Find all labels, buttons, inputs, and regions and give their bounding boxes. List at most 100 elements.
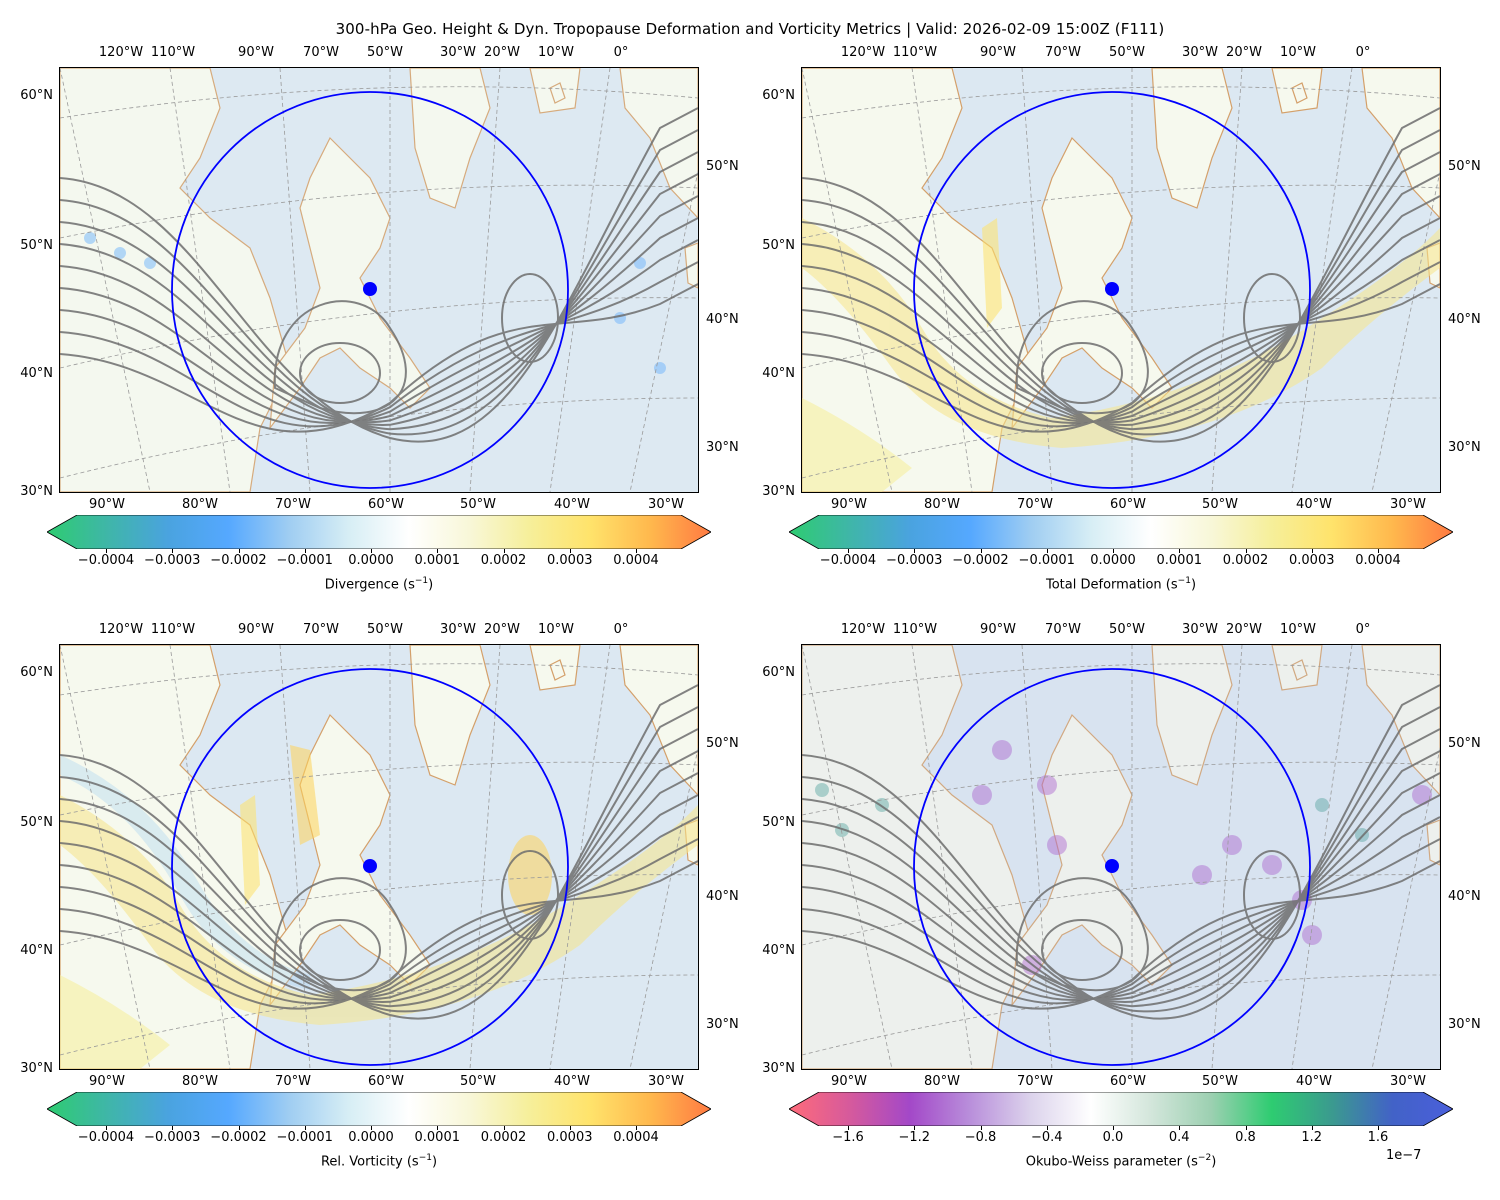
bottom-lon-label: 90°W <box>89 497 125 512</box>
right-lat-label: 50°N <box>1448 736 1481 751</box>
colorbar-tick-label: −0.0002 <box>210 1130 267 1145</box>
map-okubo-weiss[interactable] <box>801 644 1441 1070</box>
left-lat-label: 50°N <box>762 238 795 253</box>
right-lat-label: 30°N <box>1448 1017 1481 1032</box>
colorbar-okubo-weiss <box>788 1091 1454 1130</box>
left-lat-label: 40°N <box>762 366 795 381</box>
left-lat-label: 60°N <box>20 665 53 680</box>
colorbar-tick-label: −0.0002 <box>952 553 1009 568</box>
colorbar-tick-label: −0.4 <box>1030 1130 1063 1145</box>
right-lat-label: 30°N <box>706 440 739 455</box>
bottom-lon-label: 90°W <box>89 1074 125 1089</box>
bottom-lon-label: 60°W <box>1110 1074 1146 1089</box>
top-lon-label: 110°W <box>150 45 196 60</box>
colorbar-tick-label: 0.0004 <box>1355 553 1401 568</box>
colorbar-exponent: 1e−7 <box>1386 1148 1422 1163</box>
top-lon-label: 70°W <box>303 622 339 637</box>
left-lat-label: 60°N <box>20 88 53 103</box>
left-lat-label: 60°N <box>762 665 795 680</box>
colorbar-tick-label: −0.8 <box>964 1130 997 1145</box>
top-lon-label: 20°W <box>1226 45 1262 60</box>
bottom-lon-label: 80°W <box>924 1074 960 1089</box>
colorbar-tick-label: 0.0000 <box>1090 553 1136 568</box>
colorbar-tick-label: −1.2 <box>898 1130 931 1145</box>
center-marker <box>363 282 377 296</box>
top-lon-label: 50°W <box>367 45 403 60</box>
top-lon-label: 90°W <box>980 622 1016 637</box>
bottom-lon-label: 50°W <box>1202 497 1238 512</box>
colorbar-deformation <box>788 514 1454 553</box>
bottom-lon-label: 70°W <box>1017 497 1053 512</box>
top-lon-label: 90°W <box>238 622 274 637</box>
colorbar-tick-label: 0.0001 <box>414 1130 461 1145</box>
top-lon-label: 10°W <box>1280 45 1316 60</box>
top-lon-label: 50°W <box>1109 622 1145 637</box>
top-lon-label: 30°W <box>1182 622 1218 637</box>
colorbar-tick-label: −0.0001 <box>276 1130 333 1145</box>
land-0 <box>802 645 1033 1069</box>
top-lon-label: 110°W <box>892 45 938 60</box>
bottom-lon-label: 40°W <box>554 497 590 512</box>
left-lat-label: 40°N <box>762 943 795 958</box>
colorbar-tick-label: −0.0004 <box>819 553 877 568</box>
bottom-lon-label: 30°W <box>1390 497 1426 512</box>
left-lat-label: 30°N <box>20 1061 53 1076</box>
center-marker <box>1105 282 1119 296</box>
top-lon-label: 10°W <box>1280 622 1316 637</box>
map-divergence[interactable] <box>59 67 699 493</box>
top-lon-label: 110°W <box>150 622 196 637</box>
colorbar-tick-label: 0.0003 <box>547 1130 593 1145</box>
top-lon-label: 50°W <box>367 622 403 637</box>
colorbar-divergence <box>46 514 712 553</box>
bottom-lon-label: 70°W <box>275 1074 311 1089</box>
top-lon-label: 20°W <box>484 45 520 60</box>
land-2 <box>1151 68 1233 209</box>
bottom-lon-label: 60°W <box>1110 497 1146 512</box>
left-lat-label: 50°N <box>20 815 53 830</box>
left-lat-label: 60°N <box>762 88 795 103</box>
land-5 <box>549 82 566 104</box>
bottom-lon-label: 80°W <box>182 1074 218 1089</box>
left-lat-label: 50°N <box>762 815 795 830</box>
right-lat-label: 40°N <box>706 889 739 904</box>
bottom-lon-label: 90°W <box>831 497 867 512</box>
bottom-lon-label: 60°W <box>368 1074 404 1089</box>
right-lat-label: 50°N <box>706 159 739 174</box>
bottom-lon-label: 80°W <box>924 497 960 512</box>
map-vorticity[interactable] <box>59 644 699 1070</box>
center-marker <box>363 859 377 873</box>
colorbar-tick-label: −0.0003 <box>144 553 201 568</box>
colorbar-tick-label: 0.0 <box>1102 1130 1124 1145</box>
land-2 <box>409 68 491 209</box>
top-lon-label: 0° <box>613 622 629 637</box>
colorbar-tick-label: 0.0003 <box>1289 553 1335 568</box>
top-lon-label: 30°W <box>1182 45 1218 60</box>
top-lon-label: 70°W <box>1045 622 1081 637</box>
colorbar-vorticity <box>46 1091 712 1130</box>
bottom-lon-label: 40°W <box>1296 1074 1332 1089</box>
land-5 <box>1291 659 1308 681</box>
colorbar-tick-label: 0.0002 <box>1222 553 1269 568</box>
colorbar-tick-label: 0.8 <box>1235 1130 1256 1145</box>
top-lon-label: 10°W <box>538 622 574 637</box>
top-lon-label: 30°W <box>440 622 476 637</box>
colorbar-label-okubo-weiss: Okubo-Weiss parameter (s−2) <box>1025 1153 1217 1170</box>
map-deformation[interactable] <box>801 67 1441 493</box>
left-lat-label: 30°N <box>20 484 53 499</box>
analysis-circle <box>913 91 1311 489</box>
colorbar-tick-label: 1.6 <box>1367 1130 1389 1145</box>
top-lon-label: 30°W <box>440 45 476 60</box>
colorbar-tick-label: 0.0004 <box>613 1130 659 1145</box>
top-lon-label: 70°W <box>1045 45 1081 60</box>
bottom-lon-label: 80°W <box>182 497 218 512</box>
bottom-lon-label: 30°W <box>648 497 684 512</box>
right-lat-label: 30°N <box>1448 440 1481 455</box>
bottom-lon-label: 70°W <box>275 497 311 512</box>
land-5 <box>1291 82 1308 104</box>
top-lon-label: 120°W <box>98 45 144 60</box>
colorbar-tick-label: 0.4 <box>1168 1130 1190 1145</box>
top-lon-label: 20°W <box>1226 622 1262 637</box>
colorbar-tick-label: −0.0004 <box>77 553 135 568</box>
colorbar-tick-label: 0.0003 <box>547 553 593 568</box>
colorbar-tick-label: −0.0001 <box>1018 553 1075 568</box>
